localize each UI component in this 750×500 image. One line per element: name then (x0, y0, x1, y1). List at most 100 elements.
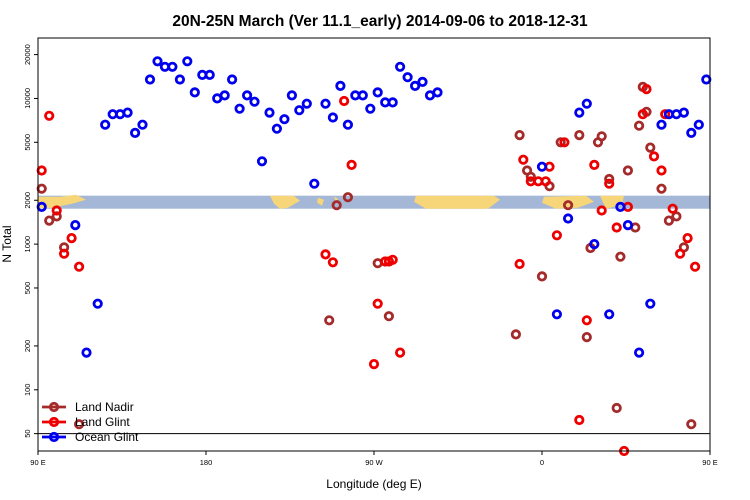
land-glint-point (581, 315, 592, 326)
ocean-glint-point (633, 347, 645, 358)
data-points (36, 56, 712, 457)
y-tick-label: 100 (23, 384, 32, 397)
land-nadir-point (596, 131, 607, 142)
ocean-glint-point (271, 123, 282, 134)
land-nadir-point (581, 331, 592, 343)
land-nadir-point (510, 329, 522, 340)
ocean-glint-point (409, 80, 421, 92)
land-nadir-point (525, 171, 536, 182)
land-glint-point (368, 358, 380, 370)
land-nadir-point (574, 130, 585, 141)
ocean-glint-point (365, 103, 376, 114)
land-glint-point (327, 257, 338, 268)
land-glint-legend-label: Land Glint (75, 415, 130, 429)
ocean-glint-point (387, 97, 398, 108)
ocean-glint-point (686, 127, 697, 138)
land-nadir-point (51, 211, 62, 222)
ocean-glint-point (92, 298, 103, 309)
plot-frame (37, 37, 711, 452)
land-glint-point (656, 165, 667, 176)
ocean-glint-point (574, 107, 585, 118)
ocean-glint-point (81, 347, 92, 358)
ocean-glint-point (130, 127, 141, 138)
land-nadir-point (611, 402, 622, 414)
land-mass-3 (270, 195, 300, 209)
land-nadir-point (383, 311, 394, 322)
land-nadir-point (656, 183, 667, 194)
land-glint-point (338, 95, 350, 107)
land-nadir-point (36, 183, 47, 194)
land-glint-point (540, 176, 551, 187)
land-glint-point (372, 298, 383, 309)
land-nadir-point (562, 200, 574, 211)
land-mass-1 (317, 197, 324, 206)
land-nadir-point (663, 215, 675, 226)
ocean-glint-point (137, 119, 148, 130)
land-glint-point (66, 233, 77, 244)
land-nadir-point (44, 215, 55, 226)
land-glint-point (648, 151, 660, 162)
land-glint-point (320, 249, 331, 260)
ocean-glint-point (309, 178, 320, 189)
ocean-glint-point (320, 98, 331, 109)
land-glint-point (559, 137, 570, 148)
y-axis-label: N Total (0, 225, 14, 262)
ocean-glint-point (432, 87, 443, 98)
land-nadir-point (633, 120, 645, 131)
land-mass-0 (38, 194, 86, 209)
land-glint-point (667, 203, 678, 214)
ocean-glint-point (589, 239, 600, 250)
land-nadir-point (622, 165, 634, 176)
ocean-glint-point (249, 96, 260, 107)
ocean-glint-point (122, 107, 133, 118)
land-glint-point (551, 230, 563, 241)
land-mass-2 (334, 196, 338, 203)
ocean-glint-point (204, 69, 215, 81)
land-glint-point (637, 109, 648, 120)
ocean-glint-point (656, 119, 667, 130)
ocean-glint-point (286, 90, 297, 101)
land-glint-point (689, 261, 701, 272)
land-glint-point (51, 205, 62, 216)
x-tick-label: 90 W (365, 458, 383, 467)
y-tick-label: 2000 (23, 192, 32, 209)
ocean-glint-point (219, 90, 230, 101)
land-nadir-point (331, 200, 342, 211)
ocean-glint-point (622, 220, 634, 231)
ocean-glint-point (167, 61, 178, 72)
ocean-glint-point (417, 76, 428, 88)
land-glint-point (611, 222, 622, 233)
ocean-glint-point (301, 98, 312, 109)
x-axis-label: Longitude (deg E) (326, 477, 421, 491)
ocean-glint-point (701, 74, 712, 85)
land-nadir-point (342, 192, 353, 203)
ocean-glint-point (174, 74, 185, 85)
ocean-glint-point (279, 114, 290, 125)
land-nadir-point (645, 142, 656, 153)
land-nadir-legend-marker (48, 401, 60, 413)
land-nadir-point (536, 271, 548, 282)
land-glint-point (641, 84, 652, 95)
ocean-glint-point (100, 119, 111, 130)
land-glint-legend-marker (48, 416, 60, 428)
ocean-glint-point (372, 87, 383, 98)
ocean-glint-point (256, 156, 268, 167)
land-glint-point (74, 261, 85, 272)
ocean-glint-point (227, 74, 238, 85)
ocean-glint-point (152, 56, 163, 67)
x-axis-ticks: 90 E 180 90 W 0 90 E (30, 451, 718, 467)
ocean-band (38, 195, 710, 209)
ocean-glint-point (357, 90, 368, 101)
land-glint-point (682, 233, 693, 244)
ocean-glint-point (536, 161, 548, 172)
ocean-glint-point (327, 112, 338, 123)
land-nadir-legend-label: Land Nadir (75, 400, 134, 414)
y-tick-label: 5000 (23, 134, 32, 151)
x-tick-label: 180 (200, 458, 213, 467)
ocean-glint-point (342, 119, 353, 130)
y-axis-ticks: 50 100 200 500 1000 2000 5000 10000 20000 (23, 44, 38, 438)
land-mass-7 (612, 196, 620, 206)
ocean-glint-point (581, 98, 592, 109)
